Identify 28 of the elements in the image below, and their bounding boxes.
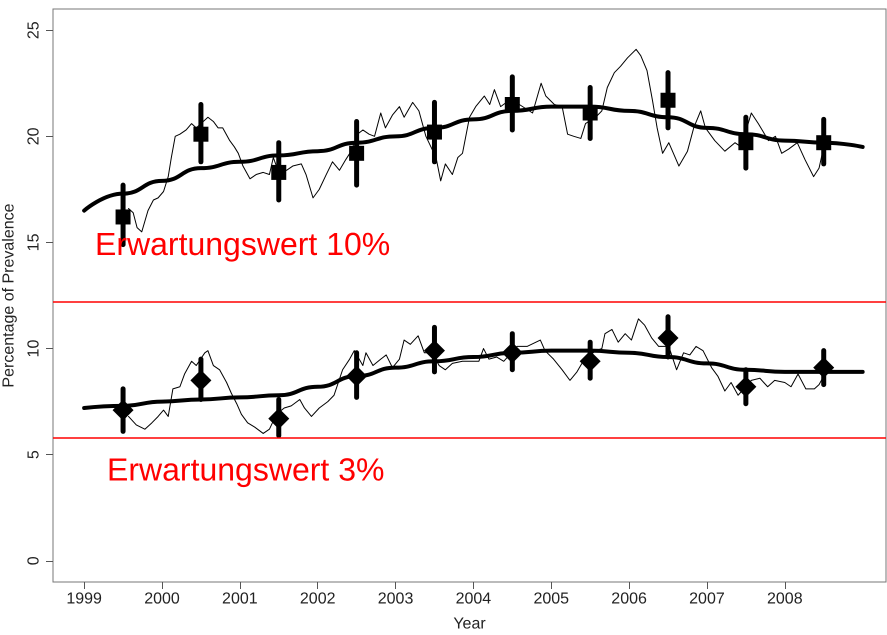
point: [660, 92, 676, 108]
y-tick-label: 15: [26, 233, 42, 252]
x-tick-label: 2003: [378, 590, 414, 608]
y-axis-title: Percentage of Prevalence: [0, 203, 18, 388]
x-tick-label: 1999: [66, 590, 102, 608]
point: [193, 126, 208, 142]
x-tick-label: 2004: [456, 590, 492, 608]
x-tick-label: 2001: [222, 590, 258, 608]
point: [816, 135, 832, 150]
x-tick-label: 2000: [144, 590, 180, 608]
x-tick-label: 2002: [300, 590, 336, 608]
x-tick-label: 2007: [689, 590, 725, 608]
y-tick-label: 5: [26, 450, 42, 460]
point: [349, 146, 364, 161]
point: [738, 135, 754, 150]
ref-line-label: Erwartungswert 3%: [107, 452, 384, 488]
x-tick-label: 2005: [533, 590, 570, 608]
y-tick-label: 0: [26, 556, 42, 566]
x-tick-label: 2008: [766, 590, 803, 608]
ref-line-label: Erwartungswert 10%: [95, 226, 390, 262]
point: [426, 124, 442, 140]
y-tick-label: 20: [26, 127, 42, 146]
y-tick-label: 25: [26, 21, 42, 40]
x-axis-title: Year: [453, 616, 486, 632]
point: [271, 164, 286, 180]
y-tick-label: 10: [26, 340, 42, 358]
point: [116, 209, 131, 224]
x-tick-label: 2006: [611, 590, 647, 608]
